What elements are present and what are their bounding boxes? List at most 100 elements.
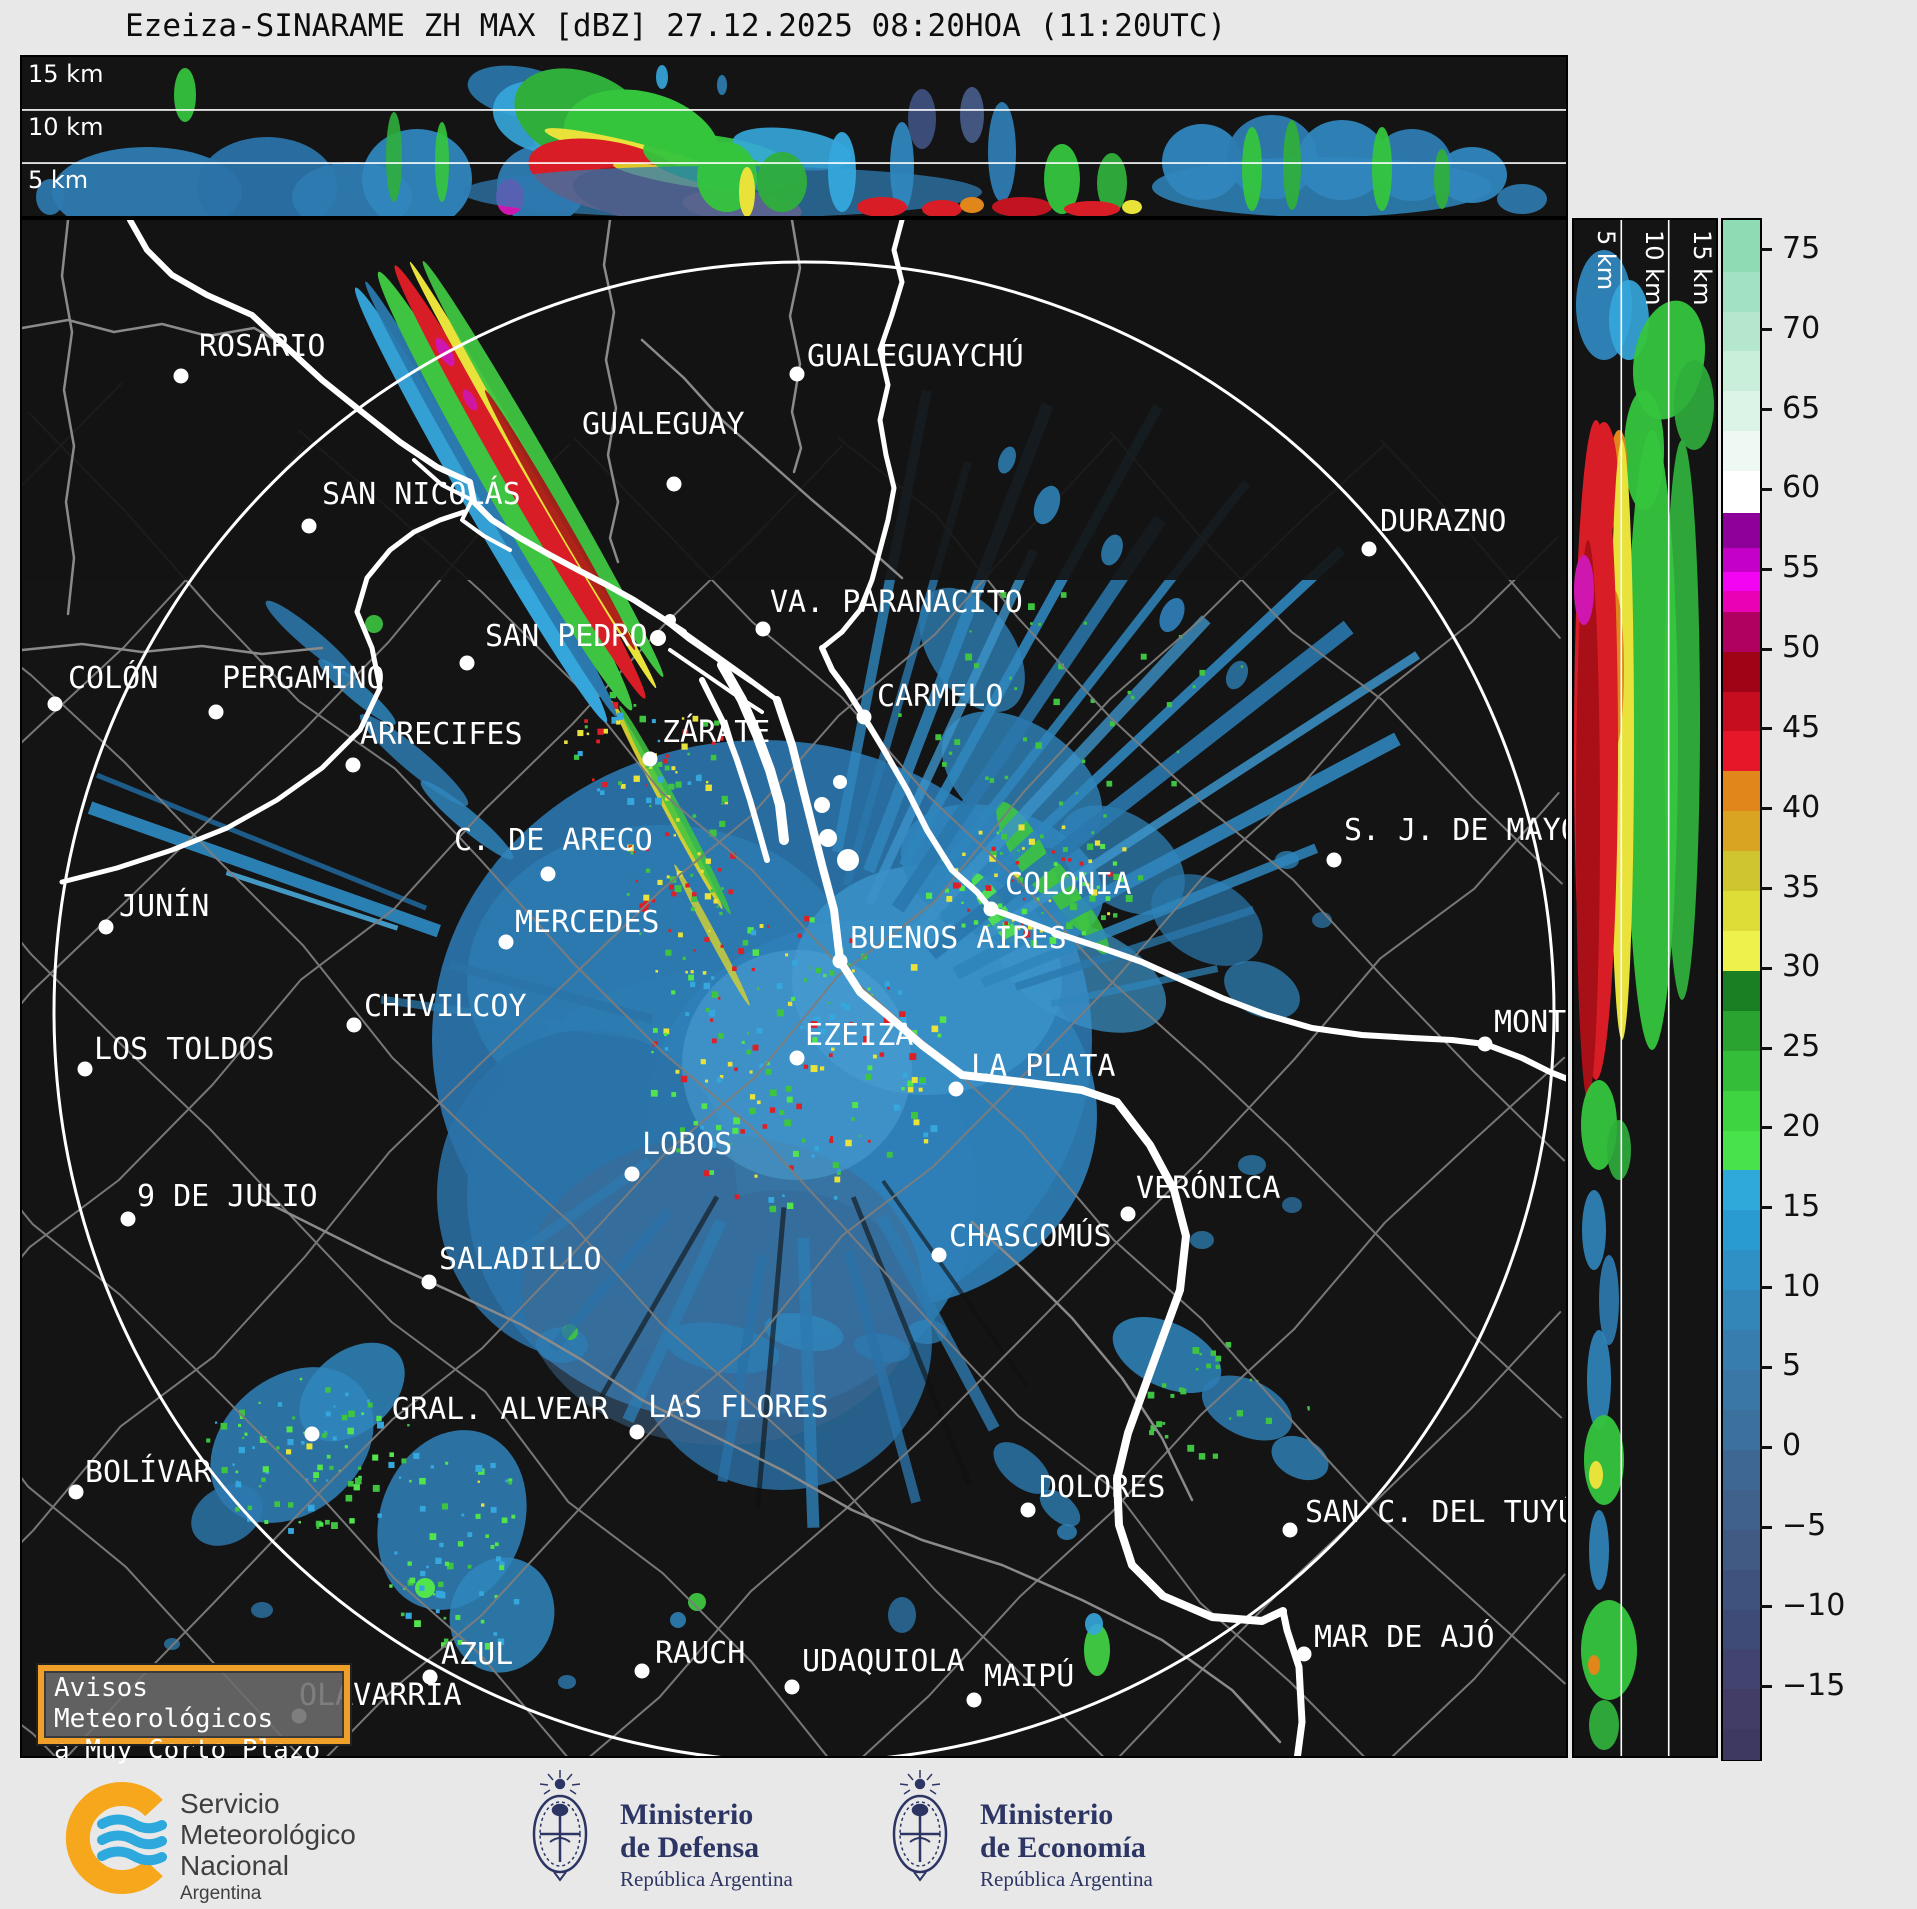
colorbar-cell	[1723, 512, 1760, 548]
colorbar-tick	[1760, 1365, 1772, 1369]
echo-speckle	[709, 829, 717, 837]
echo-ray	[864, 548, 1038, 906]
echo-speckle	[1061, 857, 1066, 862]
warning-badge[interactable]: Avisos Meteorológicos a Muy Corto Plazo	[36, 1663, 352, 1765]
echo-speckle	[833, 1196, 838, 1200]
echo-speckle	[1090, 889, 1098, 896]
smn-line-1: Servicio	[180, 1788, 280, 1819]
echo-speckle	[978, 830, 983, 835]
echo-speckle	[668, 884, 674, 890]
echo-blob	[422, 261, 664, 677]
echo-speckle	[475, 1513, 481, 1519]
top-panel-echo	[1152, 157, 1492, 216]
echo-speckle	[1103, 814, 1107, 818]
echo-speckle	[1162, 1383, 1167, 1388]
echo-blob	[997, 917, 1167, 1033]
echo-speckle	[632, 850, 636, 854]
echo-speckle	[341, 1414, 348, 1421]
echo-speckle	[671, 891, 677, 897]
echo-speckle	[645, 868, 651, 873]
smn-line-3: Nacional	[180, 1850, 289, 1881]
echo-speckle	[438, 1581, 444, 1588]
echo-speckle	[455, 1614, 461, 1620]
echo-blob	[1225, 660, 1249, 690]
echo-speckle	[1086, 883, 1090, 887]
city-dot	[624, 1166, 640, 1182]
echo-speckle	[1091, 831, 1095, 835]
echo-speckle	[432, 1593, 436, 1596]
echo-speckle	[479, 1591, 484, 1596]
echo-speckle	[749, 1107, 756, 1115]
city-label: SAN C. DEL TUYÚ	[1305, 1493, 1568, 1530]
river	[717, 660, 789, 845]
colorbar-tick	[1760, 807, 1772, 811]
echo-speckle	[643, 894, 650, 901]
echo-speckle	[485, 1534, 489, 1538]
right-panel-echo	[1587, 1330, 1611, 1430]
echo-speckle	[239, 1409, 245, 1416]
echo-speckle	[413, 1452, 420, 1459]
city-dot	[540, 866, 556, 882]
city-dot	[1282, 1522, 1298, 1538]
echo-speckle	[812, 1037, 818, 1043]
echo-speckle	[911, 1076, 918, 1083]
colorbar-tick	[1760, 647, 1772, 651]
echo-speckle	[776, 1009, 784, 1017]
echo-blob	[462, 389, 478, 411]
echo-speckle	[907, 1080, 914, 1087]
echo-speckle	[844, 1004, 851, 1011]
echo-speckle	[1022, 898, 1025, 901]
echo-speckle	[665, 832, 670, 837]
echo-speckle	[1030, 939, 1038, 947]
top-panel-echo	[960, 197, 984, 213]
echo-speckle	[709, 1170, 715, 1175]
echo-speckle	[344, 1445, 348, 1449]
echo-speckle	[1035, 742, 1042, 749]
colorbar-cell	[1723, 1050, 1760, 1091]
lattice-line	[862, 1056, 1566, 1756]
echo-speckle	[655, 969, 659, 973]
echo-speckle	[1170, 1393, 1175, 1398]
echo-speckle	[973, 920, 979, 925]
echo-speckle	[349, 1518, 355, 1524]
echo-speckle	[221, 1466, 228, 1474]
echo-speckle	[705, 1079, 708, 1083]
echo-speckle	[586, 732, 590, 736]
city-dot	[422, 1669, 438, 1685]
echo-speckle	[345, 1494, 353, 1502]
top-panel-echo	[52, 147, 242, 216]
echo-speckle	[886, 1151, 893, 1158]
echo-speckle	[584, 719, 588, 723]
echo-speckle	[823, 973, 827, 978]
echo-blob	[1282, 1197, 1302, 1213]
echo-speckle	[910, 964, 918, 971]
echo-speckle	[1094, 840, 1101, 846]
echo-speckle	[247, 1505, 253, 1511]
echo-speckle	[681, 717, 685, 720]
city-dot	[1020, 1502, 1036, 1518]
echo-speckle	[848, 1021, 853, 1026]
echo-speckle	[787, 1001, 793, 1007]
colorbar-cell	[1723, 770, 1760, 812]
echo-speckle	[811, 1154, 815, 1158]
echo-speckle	[954, 739, 961, 746]
echo-speckle	[913, 1119, 920, 1126]
city-label: RAUCH	[655, 1636, 745, 1671]
city-dot	[634, 1663, 650, 1679]
colorbar-cell	[1723, 1529, 1760, 1570]
echo-speckle	[923, 1139, 929, 1144]
echo-speckle	[1107, 871, 1113, 877]
defensa-coat-of-arms	[532, 1768, 588, 1882]
echo-speckle	[611, 702, 619, 709]
echo-speckle	[657, 776, 664, 783]
echo-speckle	[650, 1089, 658, 1097]
echo-speckle	[603, 728, 608, 734]
echo-speckle	[1009, 676, 1012, 680]
city-dot	[498, 934, 514, 950]
echo-speckle	[867, 987, 871, 991]
city-dot	[931, 1247, 947, 1263]
echo-speckle	[599, 790, 605, 795]
echo-speckle	[872, 1054, 877, 1059]
river	[127, 220, 687, 635]
echo-speckle	[292, 1416, 296, 1420]
